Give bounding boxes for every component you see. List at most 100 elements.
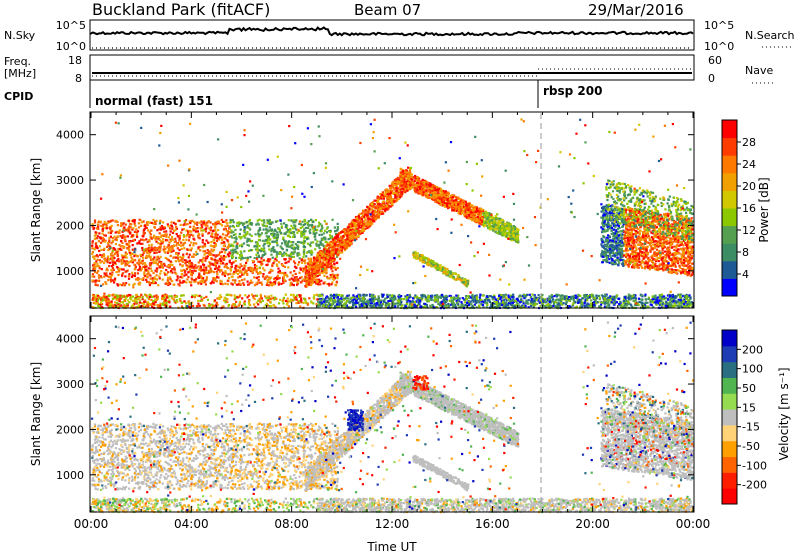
data-cell (170, 255, 172, 257)
data-cell (337, 226, 339, 228)
data-cell (455, 203, 457, 205)
data-cell (380, 204, 382, 206)
data-cell (191, 271, 193, 273)
data-cell (99, 259, 101, 261)
data-cell (319, 262, 321, 264)
data-cell (501, 219, 503, 221)
data-cell (165, 283, 167, 285)
data-cell (432, 192, 434, 194)
data-cell (229, 252, 231, 254)
data-cell (331, 281, 333, 283)
data-cell (322, 272, 324, 274)
data-cell (234, 237, 236, 239)
data-cell (182, 261, 184, 263)
data-cell (146, 273, 148, 275)
data-cell (234, 249, 236, 251)
data-cell (336, 262, 338, 264)
data-cell (419, 188, 421, 190)
data-cell (94, 268, 96, 270)
data-cell (366, 206, 368, 208)
data-cell (212, 236, 214, 238)
data-cell (232, 219, 234, 221)
data-cell (323, 248, 325, 250)
data-cell (268, 277, 270, 279)
data-cell (294, 251, 296, 253)
data-cell (320, 265, 322, 267)
data-cell (103, 223, 105, 225)
data-cell (246, 270, 248, 272)
data-cell (177, 247, 179, 249)
data-cell (115, 231, 117, 233)
data-cell (230, 221, 232, 223)
data-cell (162, 221, 164, 223)
data-cell (310, 251, 312, 253)
data-cell (117, 224, 119, 226)
data-cell (276, 278, 278, 280)
data-cell (227, 253, 229, 255)
data-cell (429, 185, 431, 187)
data-cell (313, 257, 315, 259)
data-cell (126, 257, 128, 259)
data-cell (231, 276, 233, 278)
data-cell (260, 263, 262, 265)
data-cell (235, 272, 237, 274)
data-cell (187, 271, 189, 273)
data-cell (193, 238, 195, 240)
data-cell (329, 231, 331, 233)
data-cell (347, 229, 349, 231)
data-cell (301, 276, 303, 278)
data-cell (476, 210, 478, 212)
data-cell (267, 279, 269, 281)
data-cell (270, 223, 272, 225)
data-cell (163, 235, 165, 237)
data-cell (309, 224, 311, 226)
data-cell (182, 244, 184, 246)
data-cell (238, 221, 240, 223)
data-cell (284, 279, 286, 281)
data-cell (114, 262, 116, 264)
data-cell (288, 241, 290, 243)
data-cell (414, 187, 416, 189)
data-cell (160, 236, 162, 238)
data-cell (331, 283, 333, 285)
data-cell (334, 284, 336, 286)
data-cell (99, 245, 101, 247)
data-cell (333, 263, 335, 265)
data-cell (193, 242, 195, 244)
data-cell (271, 228, 273, 230)
data-cell (337, 254, 339, 256)
data-cell (200, 246, 202, 248)
data-cell (387, 202, 389, 204)
data-cell (295, 273, 297, 275)
data-cell (195, 270, 197, 272)
data-cell (154, 239, 156, 241)
data-cell (180, 260, 182, 262)
data-cell (282, 237, 284, 239)
data-cell (242, 222, 244, 224)
data-cell (177, 235, 179, 237)
data-cell (130, 256, 132, 258)
data-cell (310, 242, 312, 244)
data-cell (101, 268, 103, 270)
cpid-mode-1: normal (fast) 151 (95, 94, 213, 108)
data-cell (303, 249, 305, 251)
data-cell (221, 219, 223, 221)
data-cell (388, 200, 390, 202)
data-cell (387, 207, 389, 209)
data-cell (116, 283, 118, 285)
data-cell (309, 244, 311, 246)
data-cell (283, 274, 285, 276)
data-cell (190, 274, 192, 276)
data-cell (376, 205, 378, 207)
data-cell (123, 246, 125, 248)
data-cell (309, 232, 311, 234)
data-cell (210, 268, 212, 270)
data-cell (447, 196, 449, 198)
data-cell (118, 268, 120, 270)
data-cell (179, 280, 181, 282)
data-cell (369, 218, 371, 220)
data-cell (171, 225, 173, 227)
data-cell (293, 270, 295, 272)
data-cell (473, 213, 475, 215)
data-cell (96, 227, 98, 229)
